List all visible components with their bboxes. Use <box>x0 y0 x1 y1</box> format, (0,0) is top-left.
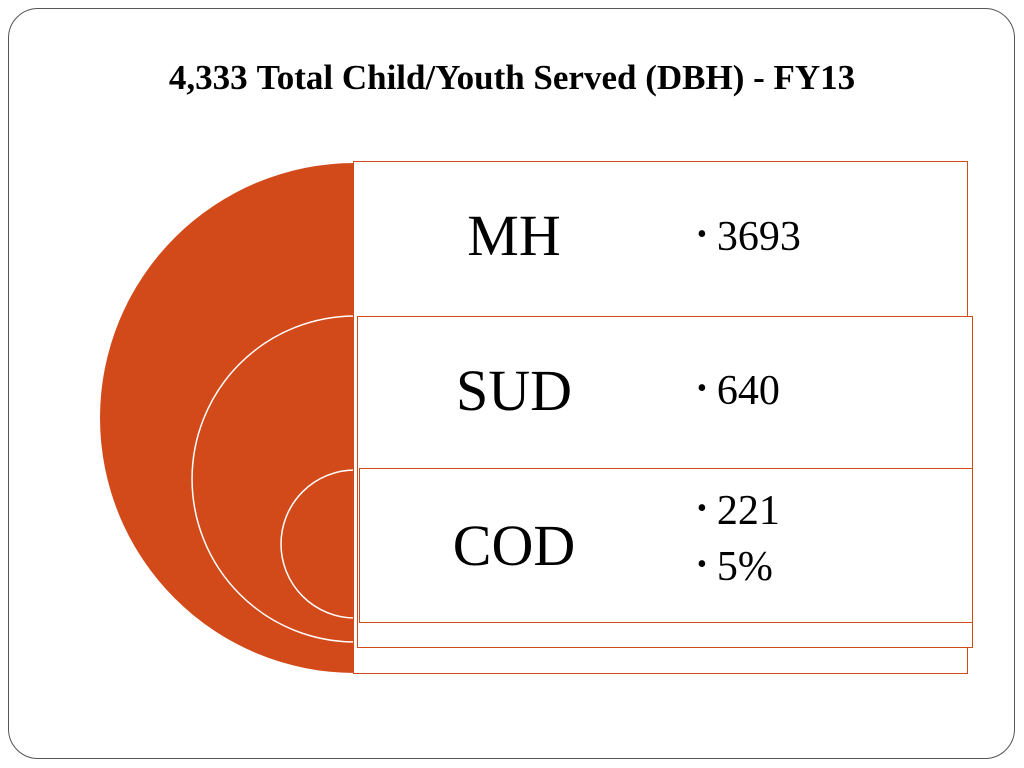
slide-title: 4,333 Total Child/Youth Served (DBH) - FY… <box>0 58 1024 98</box>
bullet-list-mh: • 3693 <box>697 216 801 272</box>
bullet-item: • 3693 <box>697 216 801 258</box>
title-text: Total Child/Youth Served (DBH) - FY13 <box>256 58 856 97</box>
title-count: 4,333 <box>168 58 248 97</box>
row-label-mh: MH <box>467 203 561 268</box>
bullet-dot-icon: • <box>697 219 707 250</box>
bullet-text: 5% <box>716 544 773 590</box>
row-box-cod <box>359 468 973 623</box>
bullet-list-cod: • 221 • 5% <box>697 490 780 602</box>
bullet-text: 640 <box>716 368 780 414</box>
bullet-text: 3693 <box>716 214 801 260</box>
bullet-dot-icon: • <box>697 549 707 580</box>
middle-arc-line <box>191 315 356 643</box>
bullet-item: • 221 <box>697 490 780 532</box>
bullet-dot-icon: • <box>697 373 707 404</box>
bullet-text: 221 <box>716 488 780 534</box>
outer-semicircle <box>100 163 355 673</box>
row-label-sud: SUD <box>455 358 573 423</box>
bullet-item: • 640 <box>697 370 780 412</box>
bullet-item: • 5% <box>697 546 780 588</box>
row-label-cod: COD <box>452 513 576 578</box>
inner-arc-line <box>280 469 356 619</box>
bullet-list-sud: • 640 <box>697 370 780 426</box>
bullet-dot-icon: • <box>697 493 707 524</box>
